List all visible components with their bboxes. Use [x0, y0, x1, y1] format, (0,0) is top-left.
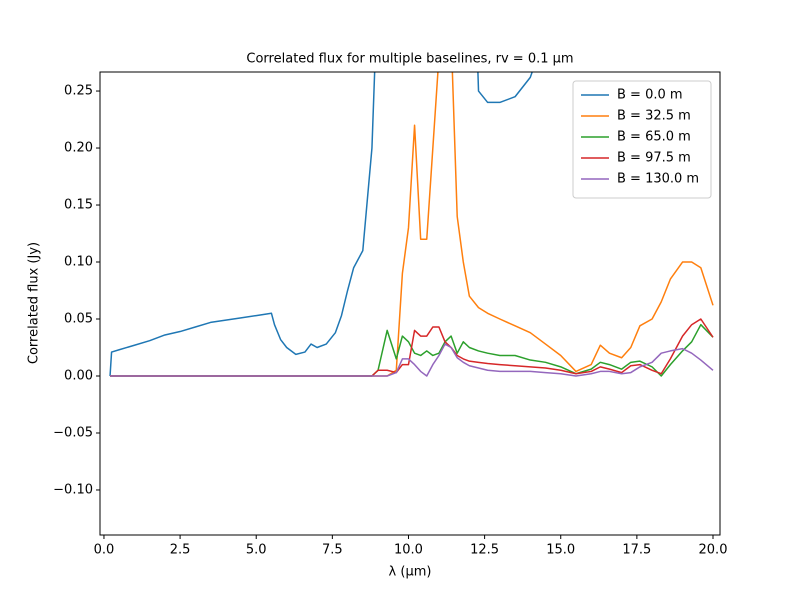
legend-box	[572, 80, 712, 199]
y-tick-label: 0.25	[64, 84, 93, 99]
legend-label: B = 130.0 m	[617, 172, 699, 187]
y-tick-label: 0.05	[64, 312, 93, 327]
legend-label: B = 65.0 m	[617, 130, 691, 145]
series-line	[109, 72, 533, 377]
x-tick-label: 2.5	[170, 543, 191, 558]
x-tick-label: 0.0	[94, 543, 115, 558]
legend-label: B = 97.5 m	[617, 151, 691, 166]
legend-label: B = 0.0 m	[617, 88, 683, 103]
chart-title: Correlated flux for multiple baselines, …	[246, 52, 573, 67]
plot-frame	[99, 71, 721, 536]
y-tick-label: 0.00	[64, 368, 93, 383]
x-tick-label: 15.0	[546, 543, 575, 558]
y-tick-label: 0.15	[64, 198, 93, 213]
series-line	[110, 343, 714, 377]
y-tick-label: 0.20	[64, 141, 93, 156]
x-tick-label: 20.0	[699, 543, 728, 558]
x-tick-label: 17.5	[622, 543, 651, 558]
x-axis-label: λ (μm)	[389, 565, 432, 580]
x-tick-label: 10.0	[394, 543, 423, 558]
legend-label: B = 32.5 m	[617, 109, 691, 124]
y-axis-label: Correlated flux (Jy)	[27, 242, 42, 364]
x-tick-label: 12.5	[470, 543, 499, 558]
plot-lines	[109, 72, 714, 377]
x-tick-label: 5.0	[246, 543, 267, 558]
y-tick-label: −0.05	[53, 425, 93, 440]
y-tick-label: −0.10	[53, 482, 93, 497]
x-tick-label: 7.5	[322, 543, 343, 558]
y-tick-label: 0.10	[64, 255, 93, 270]
